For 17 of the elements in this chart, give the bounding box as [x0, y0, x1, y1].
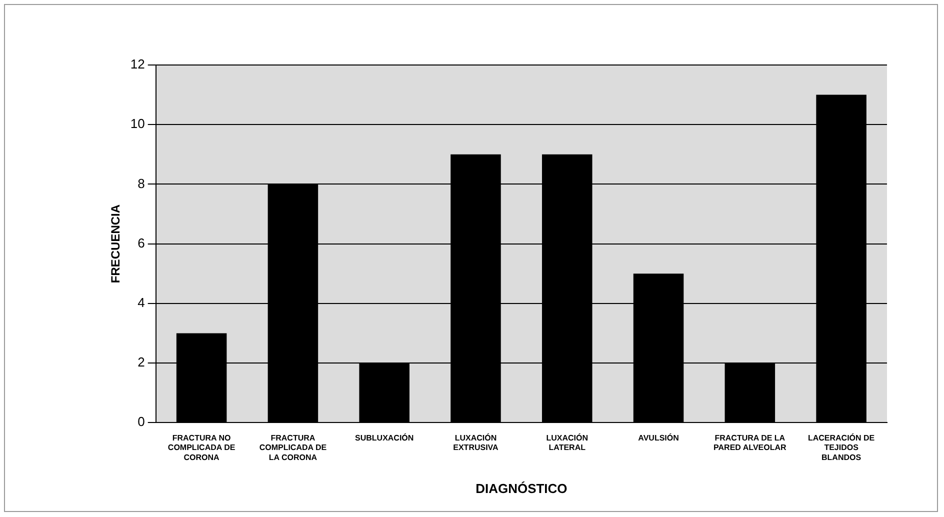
x-tick-label: SUBLUXACIÓN — [355, 432, 414, 443]
x-tick-label: AVULSIÓN — [638, 432, 680, 443]
x-tick-label: LUXACIÓN LATERAL — [546, 432, 588, 452]
y-axis-title: FRECUENCIA — [108, 204, 123, 284]
y-tick-label: 10 — [130, 116, 145, 132]
x-tick-label: LACERACIÓN DE TEJIDOS BLANDOS — [808, 432, 876, 462]
y-tick-label: 2 — [138, 354, 145, 370]
y-tick-label: 0 — [138, 414, 145, 430]
y-tick-label: 6 — [138, 235, 145, 250]
y-tick-label: 8 — [138, 176, 145, 191]
x-axis-title: DIAGNÓSTICO — [476, 480, 568, 496]
x-tick-label: FRACTURA NO COMPLICADA DE CORONA — [168, 434, 236, 462]
x-tick-label: FRACTURA DE LA PARED ALVEOLAR — [714, 434, 786, 452]
y-tick-label: 12 — [130, 56, 145, 72]
y-tick-label: 4 — [138, 294, 145, 310]
x-tick-label: LUXACIÓN EXTRUSIVA — [453, 432, 499, 452]
x-tick-label: FRACTURA COMPLICADA DE LA CORONA — [259, 434, 328, 462]
